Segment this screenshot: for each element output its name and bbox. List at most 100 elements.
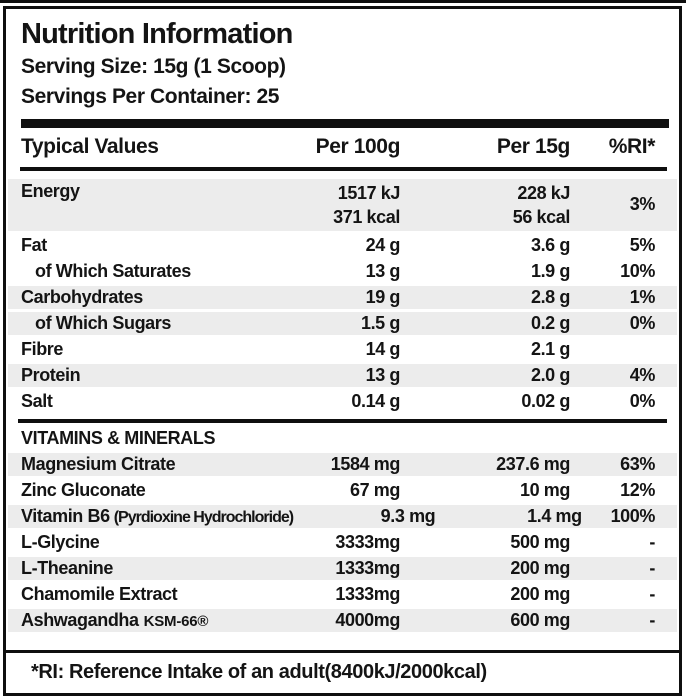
nutrient-name-main: Ashwagandha: [21, 609, 139, 630]
section-divider-thick-bar: [21, 118, 669, 128]
energy-kcal-per-15g: 56 kcal: [512, 206, 571, 227]
value-ri: 12%: [620, 479, 655, 500]
label-top-edge-line: [0, 0, 686, 3]
column-header-ri: %RI*: [608, 134, 656, 158]
value-per-100g: 1333mg: [335, 557, 400, 578]
row-chamomile-extract: Chamomile Extract 1333mg 200 mg -: [8, 583, 677, 609]
nutrient-name: Zinc Gluconate: [21, 479, 146, 500]
value-per-100g: 1333mg: [335, 583, 400, 604]
value-per-100g: 1517 kJ 371 kcal: [235, 181, 400, 229]
value-per-15g: 10 mg: [519, 479, 570, 500]
row-l-theanine: L-Theanine 1333mg 200 mg -: [8, 556, 677, 583]
value-ri: 4%: [629, 364, 656, 385]
row-salt: Salt 0.14 g 0.02 g 0%: [8, 390, 677, 416]
row-ashwagandha: Ashwagandha KSM-66® 4000mg 600 mg -: [8, 608, 677, 635]
value-per-100g: 3333mg: [335, 531, 400, 552]
servings-per-container-text: Servings Per Container: 25: [21, 84, 280, 108]
row-saturates: of Which Saturates 13 g 1.9 g 10%: [8, 260, 677, 286]
page-title: Nutrition Information: [21, 18, 293, 50]
energy-kcal-per-100g: 371 kcal: [333, 206, 400, 227]
energy-kj-per-100g: 1517 kJ: [337, 182, 401, 203]
nutrient-name-suffix: (Pyrdioxine Hydrochloride): [113, 508, 294, 526]
value-per-15g: 200 mg: [510, 557, 570, 578]
row-sugars: of Which Sugars 1.5 g 0.2 g 0%: [8, 311, 677, 338]
value-per-15g: 1.4 mg: [527, 505, 582, 526]
value-per-100g: 13 g: [365, 364, 401, 385]
value-per-100g: 19 g: [365, 286, 401, 307]
nutrient-name: Protein: [21, 364, 81, 385]
nutrient-name: Fat: [21, 234, 47, 255]
value-ri: 3%: [629, 194, 656, 215]
row-magnesium-citrate: Magnesium Citrate 1584 mg 237.6 mg 63%: [8, 452, 677, 479]
nutrient-name: Salt: [21, 390, 53, 411]
table-column-headers: Typical Values Per 100g Per 15g %RI*: [6, 128, 679, 165]
value-per-15g: 0.02 g: [521, 390, 570, 411]
row-fat: Fat 24 g 3.6 g 5%: [8, 234, 677, 260]
value-per-100g: 4000mg: [335, 609, 400, 630]
value-ri: 10%: [620, 260, 655, 281]
value-per-15g: 2.8 g: [530, 286, 570, 307]
nutrient-name: of Which Saturates: [35, 260, 191, 281]
row-energy: Energy 1517 kJ 371 kcal 228 kJ 56 kcal 3…: [8, 178, 677, 234]
value-per-15g: 228 kJ 56 kcal: [400, 181, 571, 229]
value-per-15g: 3.6 g: [530, 234, 570, 255]
value-per-15g: 237.6 mg: [496, 453, 570, 474]
value-per-15g: 600 mg: [510, 609, 570, 630]
value-per-100g: 0.14 g: [351, 390, 400, 411]
nutrition-panel: Nutrition Information Serving Size: 15g …: [3, 6, 682, 696]
value-per-15g: 2.0 g: [530, 364, 570, 385]
row-vitamin-b6: Vitamin B6 (Pyrdioxine Hydrochloride) 9.3…: [8, 504, 677, 531]
value-per-100g: 13 g: [365, 260, 401, 281]
value-ri: 0%: [629, 390, 656, 411]
value-ri: -: [649, 557, 655, 578]
value-per-100g: 1584 mg: [330, 453, 401, 474]
column-header-per-100g: Per 100g: [315, 134, 401, 158]
row-fibre: Fibre 14 g 2.1 g: [8, 338, 677, 364]
nutrient-name: Energy: [21, 180, 80, 201]
nutrient-name: Chamomile Extract: [21, 583, 178, 604]
column-header-per-15g: Per 15g: [496, 134, 570, 158]
value-per-15g: 0.2 g: [530, 312, 570, 333]
header-underline: [20, 166, 667, 171]
bottom-spacer: [6, 635, 679, 650]
nutrient-name: Ashwagandha KSM-66®: [21, 610, 235, 631]
value-per-15g: 200 mg: [510, 583, 570, 604]
value-per-15g: 2.1 g: [530, 338, 570, 359]
value-ri: 1%: [629, 286, 656, 307]
value-per-100g: 24 g: [365, 234, 401, 255]
vitamins-section-divider: [18, 418, 667, 423]
value-ri: -: [649, 531, 655, 552]
nutrient-name: of Which Sugars: [35, 312, 172, 333]
value-ri: 0%: [629, 312, 656, 333]
label-header: Nutrition Information Serving Size: 15g …: [6, 9, 679, 109]
value-per-100g: 9.3 mg: [380, 505, 436, 526]
value-ri: -: [649, 583, 655, 604]
value-per-100g: 67 mg: [349, 479, 400, 500]
nutrient-name: Vitamin B6 (Pyrdioxine Hydrochloride): [21, 505, 294, 527]
energy-kj-per-15g: 228 kJ: [517, 182, 570, 203]
row-protein: Protein 13 g 2.0 g 4%: [8, 363, 677, 390]
nutrient-name: Fibre: [21, 338, 64, 359]
nutrient-name-main: Vitamin B6: [21, 505, 110, 526]
row-l-glycine: L-Glycine 3333mg 500 mg -: [8, 531, 677, 557]
nutrient-name: L-Theanine: [21, 557, 114, 578]
value-per-100g: 14 g: [365, 338, 401, 359]
reference-intake-footnote: *RI: Reference Intake of an adult(8400kJ…: [6, 650, 679, 693]
value-per-100g: 1.5 g: [360, 312, 400, 333]
nutrient-name: L-Glycine: [21, 531, 100, 552]
footnote-text: *RI: Reference Intake of an adult(8400kJ…: [31, 661, 487, 683]
value-per-15g: 1.9 g: [530, 260, 570, 281]
serving-size-text: Serving Size: 15g (1 Scoop): [21, 55, 286, 79]
row-zinc-gluconate: Zinc Gluconate 67 mg 10 mg 12%: [8, 479, 677, 505]
value-ri: 5%: [629, 234, 656, 255]
value-ri: -: [649, 609, 655, 630]
value-ri: 63%: [620, 453, 655, 474]
vitamins-section-title: VITAMINS & MINERALS: [8, 427, 677, 453]
value-per-15g: 500 mg: [510, 531, 570, 552]
nutrient-name-suffix: KSM-66®: [143, 612, 209, 630]
row-carbohydrates: Carbohydrates 19 g 2.8 g 1%: [8, 285, 677, 312]
column-header-typical-values: Typical Values: [21, 134, 159, 158]
nutrient-name: Magnesium Citrate: [21, 453, 176, 474]
value-ri: 100%: [610, 505, 656, 526]
nutrient-name: Carbohydrates: [21, 286, 143, 307]
